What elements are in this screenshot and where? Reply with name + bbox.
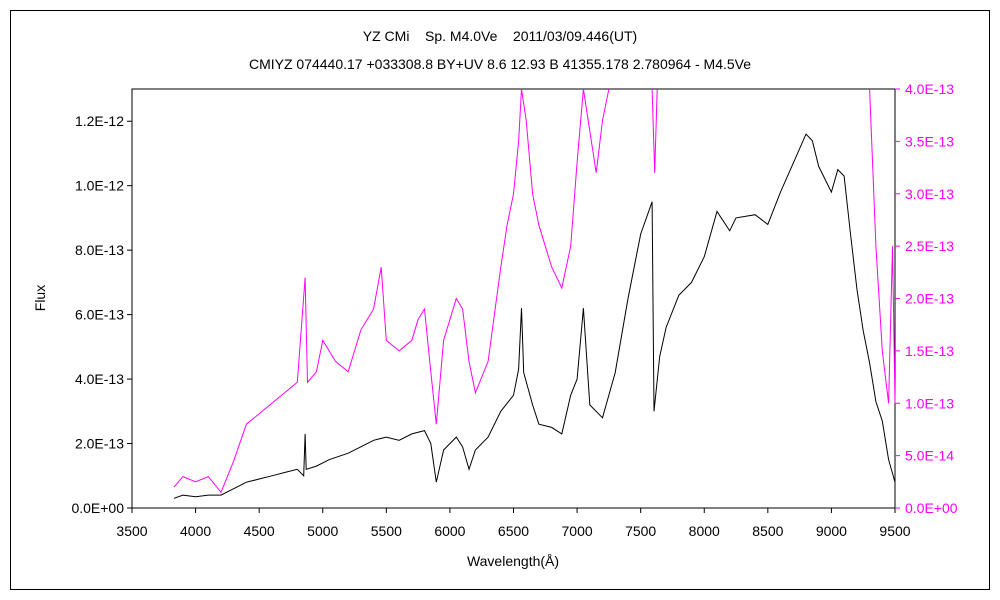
y-tick-label: 4.0E-13 [75,371,124,387]
y2-tick-label: 2.0E-13 [905,291,954,307]
x-tick-label: 7000 [562,523,593,539]
y2-tick-label: 3.0E-13 [905,186,954,202]
x-tick-label: 5500 [371,523,402,539]
plot-area [131,88,896,509]
chart-title: YZ CMi Sp. M4.0Ve 2011/03/09.446(UT) [363,28,637,44]
series-group [173,88,896,499]
chart-subtitle: CMIYZ 074440.17 +033308.8 BY+UV 8.6 12.9… [249,56,751,72]
x-tick-label: 8000 [689,523,720,539]
series-line-3 [651,88,658,173]
y-tick-label: 0.0E+00 [71,500,124,516]
x-axis: 3500 4000 4500 5000 5500 6000 6500 7000 7500 8000… [116,508,911,539]
y-tick-label: 2.0E-13 [75,436,124,452]
x-tick-label: 4500 [244,523,275,539]
x-tick-label: 8500 [752,523,783,539]
x-tick-label: 6500 [498,523,529,539]
x-tick-label: 7500 [625,523,656,539]
series-line-1 [173,133,896,499]
y-axis-label: Flux [32,285,48,311]
x-tick-label: 9500 [879,523,910,539]
y2-tick-label: 2.5E-13 [905,238,954,254]
y2-tick-label: 1.0E-13 [905,395,954,411]
y-axis-left: 0.0E+00 2.0E-13 4.0E-13 6.0E-13 8.0E-13 1.0E-… [71,113,132,516]
y2-tick-label: 3.5E-13 [905,133,954,149]
y-tick-label: 8.0E-13 [75,242,124,258]
x-tick-label: 5000 [307,523,338,539]
x-tick-label: 4000 [180,523,211,539]
x-axis-label: Wavelength(Å) [467,553,559,569]
y2-tick-label: 4.0E-13 [905,81,954,97]
y-tick-label: 1.2E-12 [75,113,124,129]
x-tick-label: 6000 [434,523,465,539]
x-tick-label: 9000 [816,523,847,539]
y2-tick-label: 0.0E+00 [905,500,958,516]
series-line-4 [869,88,896,404]
x-tick-label: 3500 [116,523,147,539]
y2-tick-label: 1.5E-13 [905,343,954,359]
y2-tick-label: 5.0E-14 [905,448,954,464]
y-tick-label: 6.0E-13 [75,307,124,323]
y-tick-label: 1.0E-12 [75,178,124,194]
series-line-2 [173,88,610,494]
y-axis-right: 0.0E+00 5.0E-14 1.0E-13 1.5E-13 2.0E-13 2.5E-… [895,81,958,516]
